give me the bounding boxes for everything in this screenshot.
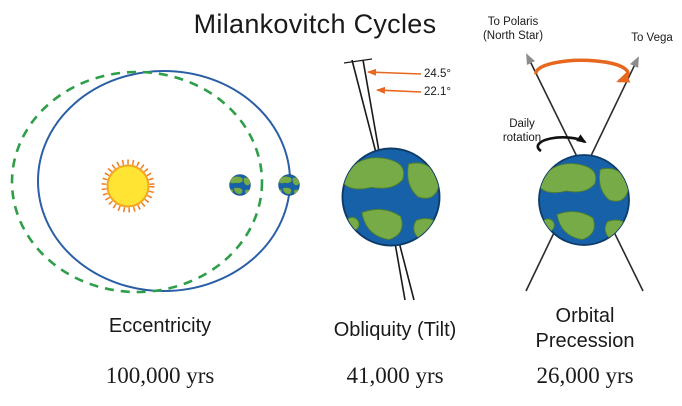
- eccentricity-caption: Eccentricity: [108, 315, 212, 337]
- to-vega-label: To Vega: [631, 32, 673, 44]
- axis-top-tick: [343, 58, 373, 64]
- daily-rotation-label: Daily rotation: [502, 118, 542, 145]
- obliquity-caption: Obliquity (Tilt): [333, 319, 457, 341]
- sun-icon: [101, 159, 155, 213]
- eccentricity-period: 100,000 yrs: [105, 363, 215, 388]
- precession-period: 26,000 yrs: [536, 363, 634, 388]
- earth-icon-outer-orbit: [278, 175, 300, 196]
- angle-arrow-max: [367, 68, 422, 76]
- precession-caption: Orbital Precession: [535, 305, 635, 352]
- earth-icon-inner-orbit: [229, 175, 251, 196]
- orbit-ellipse-green-dashed: [10, 70, 264, 294]
- precession-circle-arrow: [534, 58, 631, 83]
- obliquity-earth-globe: [340, 149, 441, 246]
- obliquity-panel-art: [340, 58, 441, 301]
- eccentricity-panel-art: [10, 70, 300, 294]
- angle-arrow-min: [376, 86, 422, 94]
- orbit-ellipse-blue: [37, 70, 291, 292]
- precession-panel-art: [525, 53, 644, 292]
- precession-earth-globe: [536, 155, 630, 245]
- daily-rotation-arrow: [536, 134, 587, 153]
- to-polaris-label: To Polaris (North Star): [482, 16, 544, 43]
- diagram-title: Milankovitch Cycles: [193, 9, 437, 39]
- obliquity-angle-max-label: 24.5°: [424, 68, 451, 80]
- obliquity-angle-min-label: 22.1°: [424, 86, 451, 98]
- obliquity-period: 41,000 yrs: [346, 363, 444, 388]
